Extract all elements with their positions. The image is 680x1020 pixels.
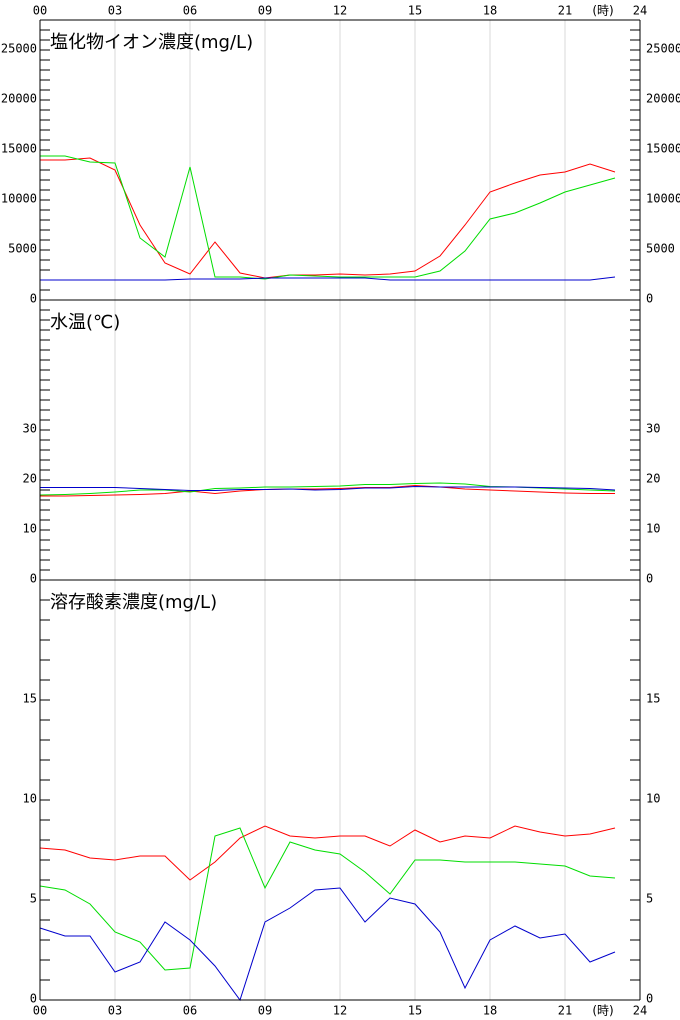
y-tick-label: 15000 (1, 142, 37, 156)
x-tick-label: 15 (408, 4, 422, 18)
y-tick-label: 15 (23, 692, 37, 706)
y-tick-label: 25000 (1, 42, 37, 56)
x-tick-label: 15 (408, 1004, 422, 1018)
x-tick-label: 21 (558, 1004, 572, 1018)
x-tick-label: 09 (258, 4, 272, 18)
y-tick-label: 30 (23, 422, 37, 436)
y-tick-label: 0 (30, 572, 37, 586)
x-tick-label: 21 (558, 4, 572, 18)
x-tick-label: 24 (633, 1004, 647, 1018)
series-line (39, 887, 616, 1002)
series-line (40, 155, 616, 280)
x-tick-label: 09 (258, 1004, 272, 1018)
y-tick-label: 10 (646, 792, 660, 806)
y-tick-label: 0 (30, 292, 37, 306)
y-tick-label: 5 (646, 892, 653, 906)
x-tick-label: 03 (108, 1004, 122, 1018)
series-line (40, 484, 615, 497)
y-tick-label: 10 (646, 522, 660, 536)
y-tick-label: 20000 (646, 92, 680, 106)
x-tick-label: 00 (33, 1004, 47, 1018)
y-tick-label: 5000 (8, 242, 37, 256)
x-tick-label: 12 (333, 4, 347, 18)
x-tick-label: 18 (483, 4, 497, 18)
x-tick-label: 03 (108, 4, 122, 18)
y-tick-label: 5 (30, 892, 37, 906)
y-tick-label: 30 (646, 422, 660, 436)
y-tick-label: 10 (23, 792, 37, 806)
y-tick-label: 0 (646, 992, 653, 1006)
y-tick-label: 10000 (1, 192, 37, 206)
x-unit-label: (時) (592, 1004, 613, 1018)
x-tick-label: 00 (33, 4, 47, 18)
x-tick-label: 24 (633, 4, 647, 18)
x-tick-label: 06 (183, 1004, 197, 1018)
x-tick-label: 06 (183, 4, 197, 18)
series-line (39, 827, 616, 971)
x-tick-label: 12 (333, 1004, 347, 1018)
y-tick-label: 10 (23, 522, 37, 536)
y-tick-label: 15 (646, 692, 660, 706)
y-tick-label: 0 (30, 992, 37, 1006)
y-tick-label: 10000 (646, 192, 680, 206)
panel-title: 塩化物イオン濃度(mg/L) (50, 32, 253, 53)
y-tick-label: 20 (23, 472, 37, 486)
x-unit-label: (時) (592, 4, 613, 18)
y-tick-label: 15000 (646, 142, 680, 156)
y-tick-label: 20000 (1, 92, 37, 106)
series-line (39, 825, 616, 881)
panel-title: 溶存酸素濃度(mg/L) (50, 592, 217, 613)
y-tick-label: 25000 (646, 42, 680, 56)
series-line (40, 485, 616, 491)
x-tick-label: 18 (483, 1004, 497, 1018)
y-tick-label: 5000 (646, 242, 675, 256)
series-line (40, 157, 616, 279)
y-tick-label: 0 (646, 292, 653, 306)
panel-title: 水温(℃) (50, 312, 120, 333)
series-line (40, 276, 616, 281)
y-tick-label: 20 (646, 472, 660, 486)
y-tick-label: 0 (646, 572, 653, 586)
